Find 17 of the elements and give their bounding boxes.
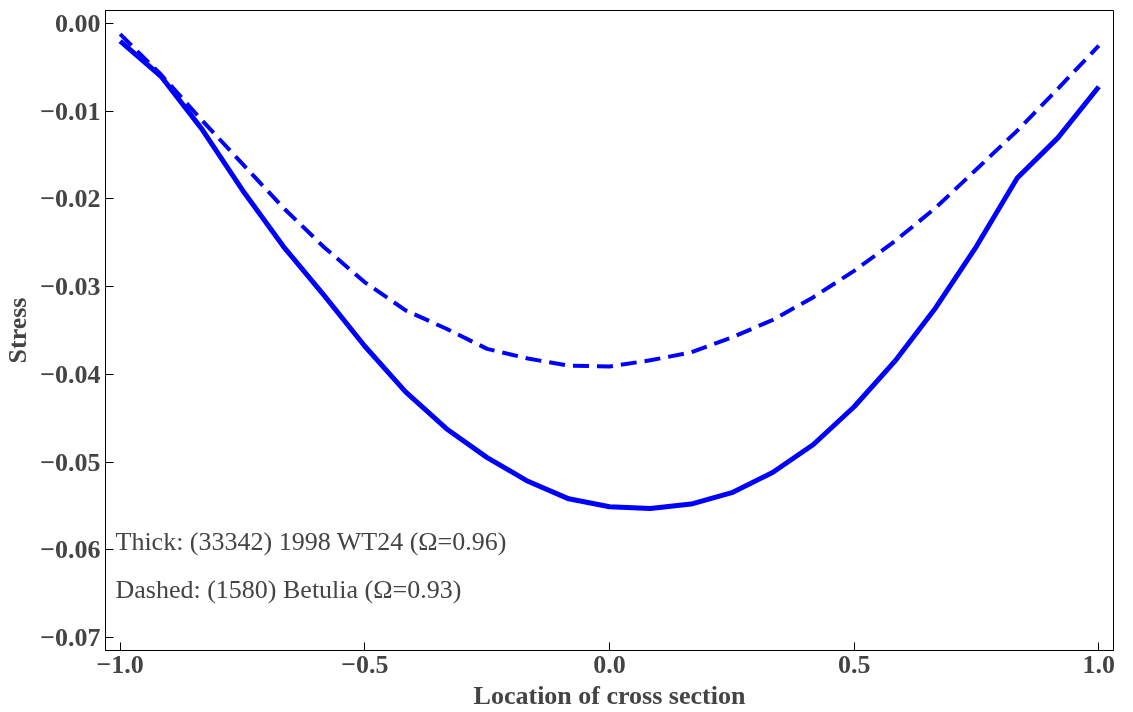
x-axis-title: Location of cross section bbox=[473, 680, 746, 710]
annotation: Dashed: (1580) Betulia (Ω=0.93) bbox=[115, 574, 462, 604]
y-tick-label: −0.01 bbox=[40, 96, 101, 126]
annotation: Thick: (33342) 1998 WT24 (Ω=0.96) bbox=[115, 526, 507, 556]
x-tick-label: 1.0 bbox=[1082, 649, 1116, 679]
y-axis-title: Stress bbox=[3, 297, 33, 364]
x-tick-label: −1.0 bbox=[96, 649, 144, 679]
y-tick-label: −0.05 bbox=[40, 447, 101, 477]
y-tick-label: −0.04 bbox=[40, 359, 101, 389]
y-tick-label: −0.06 bbox=[40, 535, 101, 565]
y-tick-label: −0.02 bbox=[40, 184, 101, 214]
y-tick-label: 0.00 bbox=[55, 9, 101, 39]
x-tick-label: 0.0 bbox=[593, 649, 626, 679]
y-tick-label: −0.03 bbox=[40, 272, 101, 302]
x-tick-label: −0.5 bbox=[341, 649, 389, 679]
y-tick-label: −0.07 bbox=[40, 622, 101, 652]
x-tick-label: 0.5 bbox=[837, 649, 871, 679]
